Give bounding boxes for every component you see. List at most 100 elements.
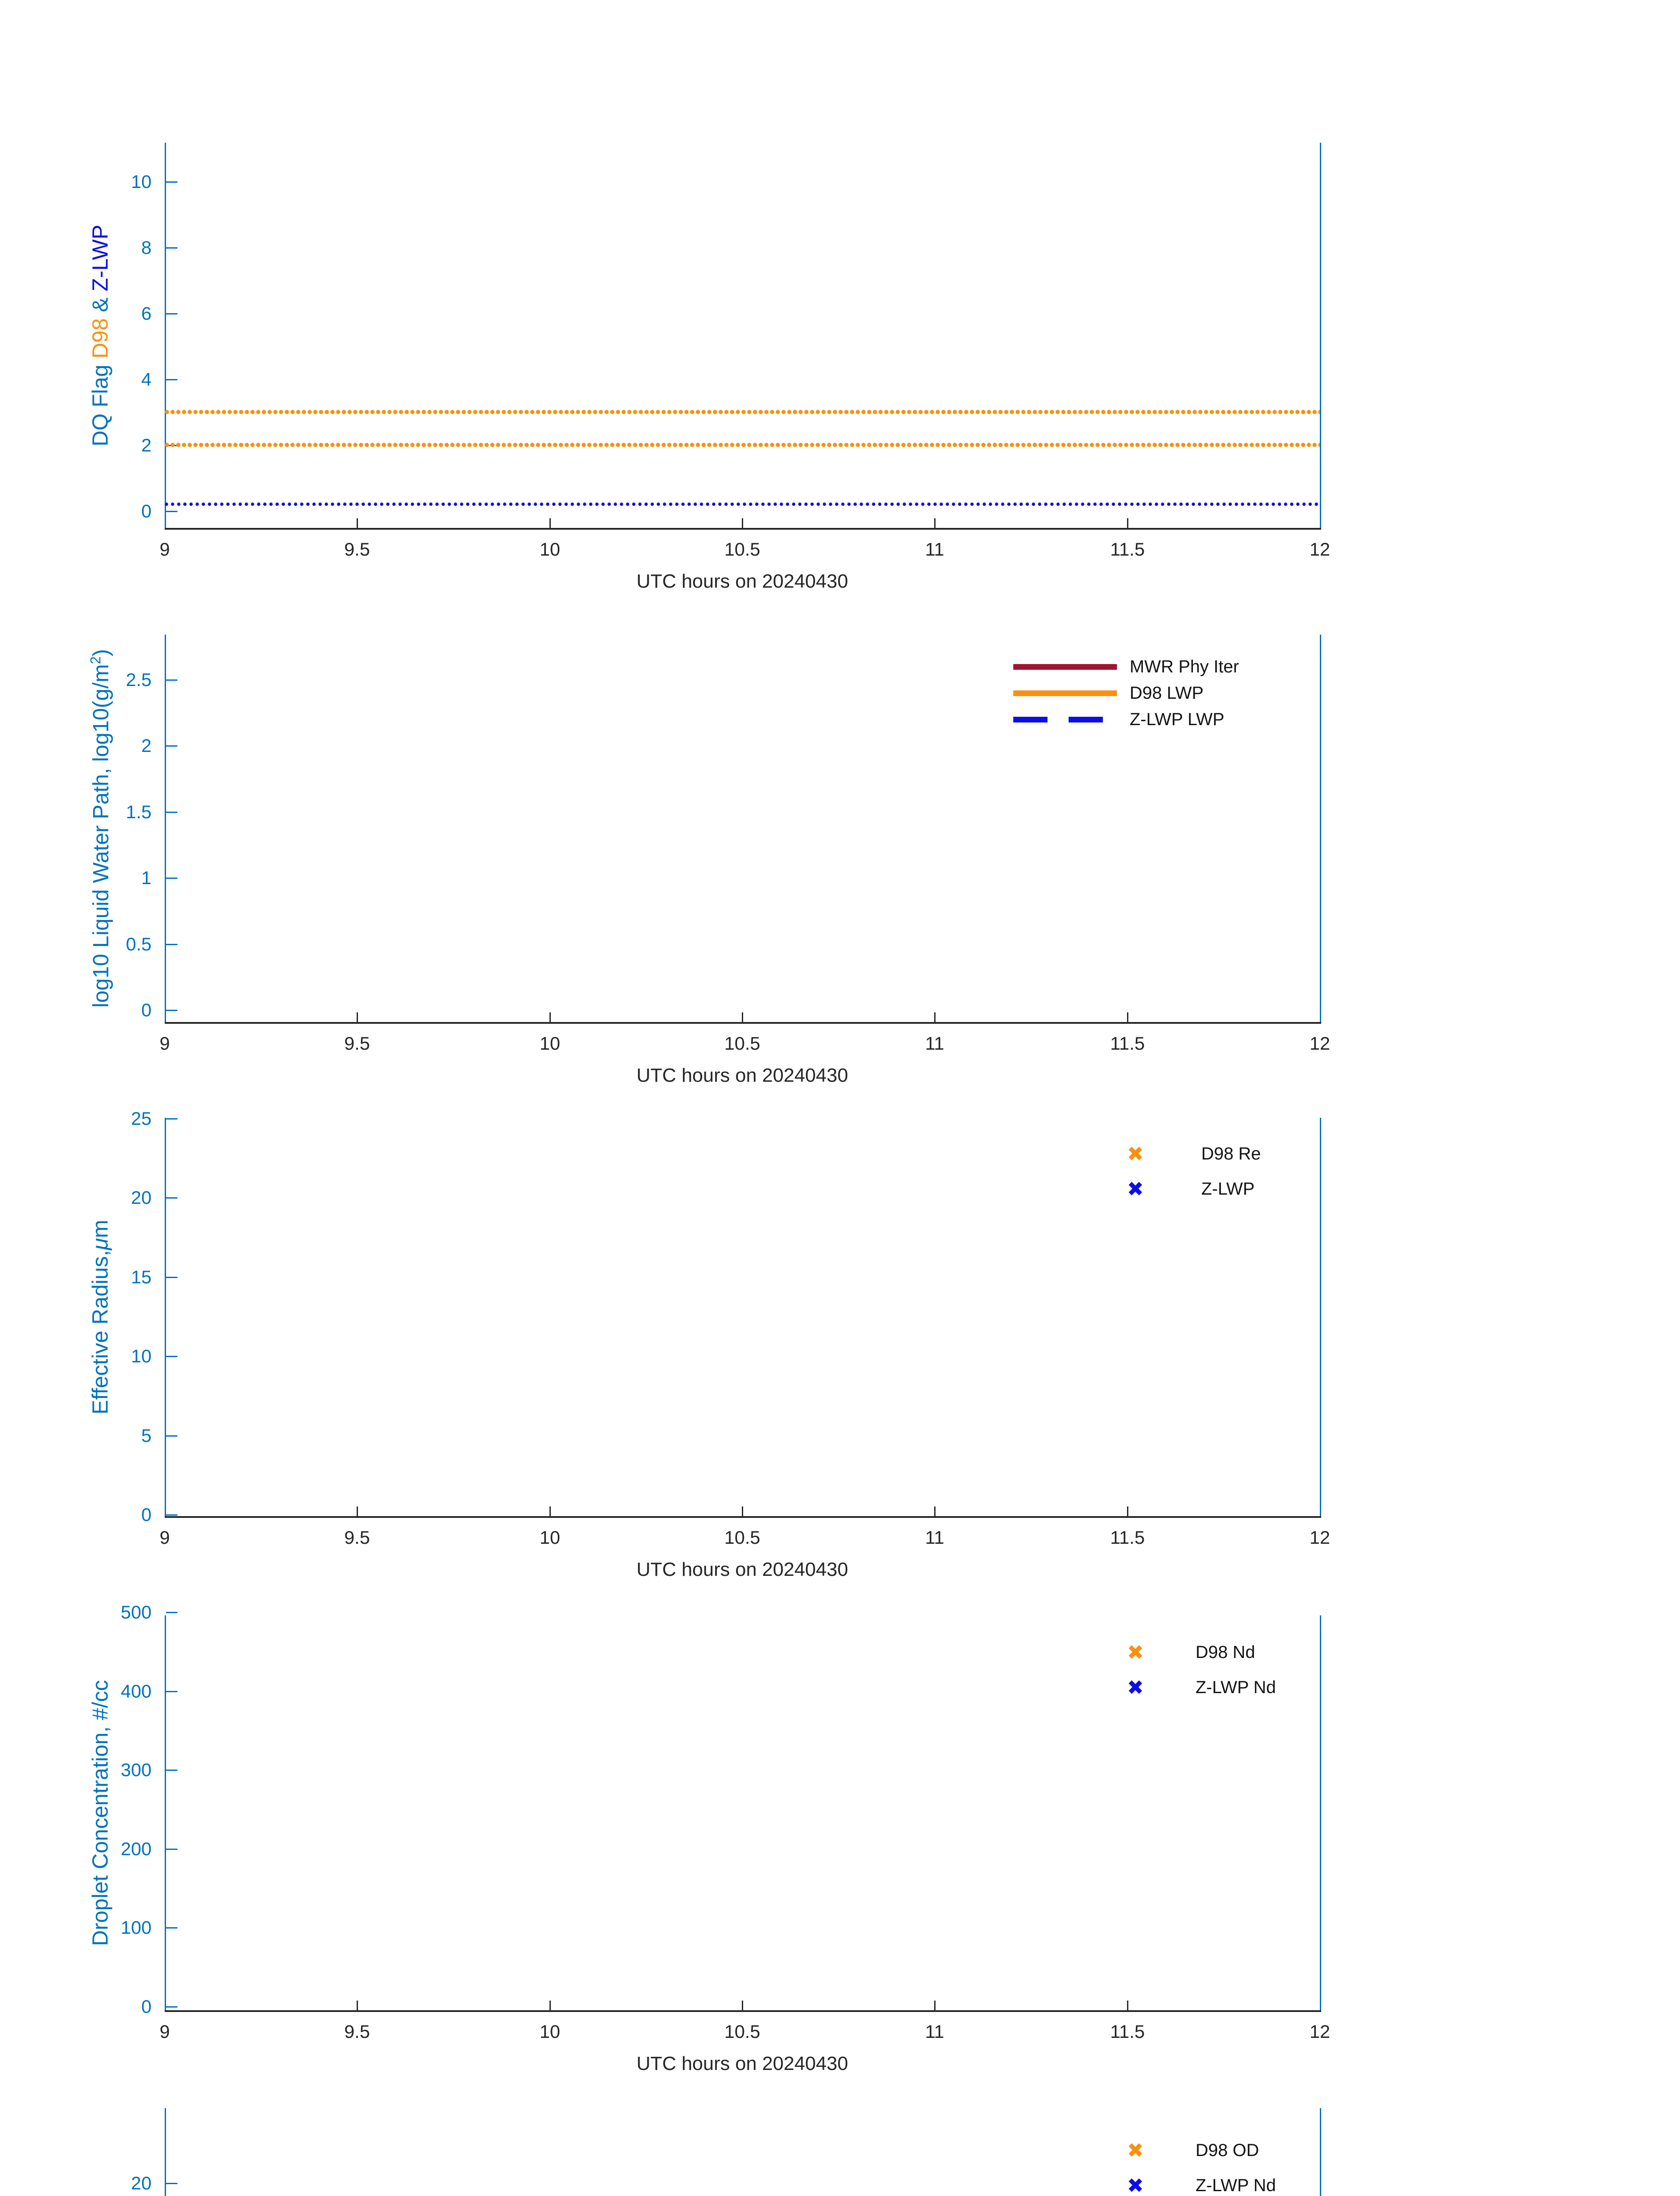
y-axis-spine-left [165, 1118, 166, 1516]
y-tick-label: 4 [141, 369, 152, 390]
y-tick-label: 8 [141, 237, 152, 258]
legend-marker-x: ✖ [1127, 1177, 1144, 1201]
x-tick [1127, 2001, 1128, 2010]
y-axis-spine-left [165, 1615, 166, 2010]
x-tick-label: 9 [159, 2021, 170, 2042]
y-tick-label: 0 [141, 1996, 152, 2017]
y-tick [166, 379, 177, 380]
legend-marker-x: ✖ [1127, 2174, 1144, 2196]
y-tick-label: 15 [131, 1267, 152, 1287]
x-tick [742, 2001, 743, 2010]
x-axis-line [165, 1022, 1321, 1024]
legend-item-label: Z-LWP Nd [1196, 1678, 1276, 1697]
y-tick [166, 745, 177, 747]
dotted-line-d98 [165, 443, 1320, 447]
x-axis-line [165, 1516, 1321, 1518]
dotted-line-d98 [165, 410, 1320, 414]
y-tick [166, 2183, 177, 2184]
x-tick-label: 11 [925, 539, 944, 560]
y-tick-label: 10 [131, 1346, 152, 1366]
x-tick [742, 518, 743, 528]
x-tick [1127, 1506, 1128, 1516]
y-axis-spine-left [165, 143, 166, 528]
y-tick-label: 200 [120, 1838, 152, 1859]
x-axis-line [165, 528, 1321, 530]
x-tick-label: 9.5 [344, 2021, 370, 2042]
x-tick-label: 11 [925, 2021, 944, 2042]
y-tick-label: 2.5 [126, 669, 152, 690]
y-tick [166, 878, 177, 879]
dotted-line-zlwp [165, 502, 1320, 506]
y-axis-spine-left [165, 635, 166, 1022]
x-tick-label: 10.5 [724, 2021, 760, 2042]
y-tick-label: 2 [141, 735, 152, 756]
legend-marker-x: ✖ [1127, 1640, 1144, 1664]
y-tick [166, 247, 177, 249]
legend-item-label: D98 Re [1201, 1144, 1261, 1163]
y-tick-label: 0.5 [126, 934, 152, 954]
x-tick [934, 1506, 936, 1516]
x-tick-label: 10 [539, 1527, 560, 1548]
y-tick [166, 1277, 177, 1278]
legend-item-label: D98 LWP [1130, 683, 1204, 703]
x-tick-label: 11 [925, 1527, 944, 1548]
legend-item-label: Z-LWP LWP [1130, 710, 1225, 729]
x-tick [934, 2001, 936, 2010]
y-tick-label: 400 [120, 1681, 152, 1701]
y-tick-label: 6 [141, 303, 152, 324]
legend-marker-line [1013, 664, 1117, 670]
x-tick-label: 9.5 [344, 1527, 370, 1548]
x-tick-label: 9 [159, 1527, 170, 1548]
y-tick [166, 1849, 177, 1850]
legend-item-label: Z-LWP Nd [1196, 2176, 1276, 2195]
y-tick [166, 1612, 177, 1613]
y-tick [166, 944, 177, 945]
x-tick [1127, 518, 1128, 528]
x-tick-label: 10.5 [724, 1033, 760, 1054]
x-tick-label: 11.5 [1110, 1527, 1145, 1548]
x-tick-label: 9.5 [344, 1033, 370, 1054]
y-tick [166, 812, 177, 813]
x-tick [549, 518, 551, 528]
x-tick-label: 10 [539, 1033, 560, 1054]
x-tick [357, 2001, 358, 2010]
x-tick-label: 12 [1309, 1033, 1330, 1054]
y-tick [166, 313, 177, 314]
legend-marker-dash [1013, 717, 1048, 722]
y-tick [166, 1118, 177, 1120]
x-tick [357, 1012, 358, 1022]
y-tick-label: 20 [131, 1187, 152, 1208]
y-tick [166, 1010, 177, 1011]
legend-marker-dash [1069, 717, 1103, 722]
x-tick [934, 1012, 936, 1022]
x-tick-label: 11 [925, 1033, 944, 1054]
x-tick [357, 1506, 358, 1516]
x-tick [742, 1506, 743, 1516]
y-tick-label: 100 [120, 1917, 152, 1938]
x-axis-label: UTC hours on 20240430 [636, 1559, 848, 1580]
legend-item-label: D98 Nd [1196, 1643, 1255, 1662]
x-axis-label: UTC hours on 20240430 [636, 2053, 848, 2074]
legend-item-label: MWR Phy Iter [1130, 657, 1239, 676]
x-tick [549, 2001, 551, 2010]
x-tick-label: 10.5 [724, 1527, 760, 1548]
y-tick-label: 0 [141, 1504, 152, 1525]
x-tick-label: 10.5 [724, 539, 760, 560]
x-tick-label: 12 [1309, 1527, 1330, 1548]
y-tick-label: 500 [120, 1602, 152, 1622]
y-tick-label: 20 [131, 2173, 152, 2193]
legend-marker-x: ✖ [1127, 1142, 1144, 1166]
y-tick [166, 679, 177, 681]
y-tick [166, 1691, 177, 1692]
y-axis-spine-right [1320, 1615, 1321, 2010]
x-tick-label: 9 [159, 539, 170, 560]
y-tick [166, 2006, 177, 2008]
legend-marker-x: ✖ [1127, 1676, 1144, 1699]
y-axis-spine-left [165, 2108, 166, 2196]
